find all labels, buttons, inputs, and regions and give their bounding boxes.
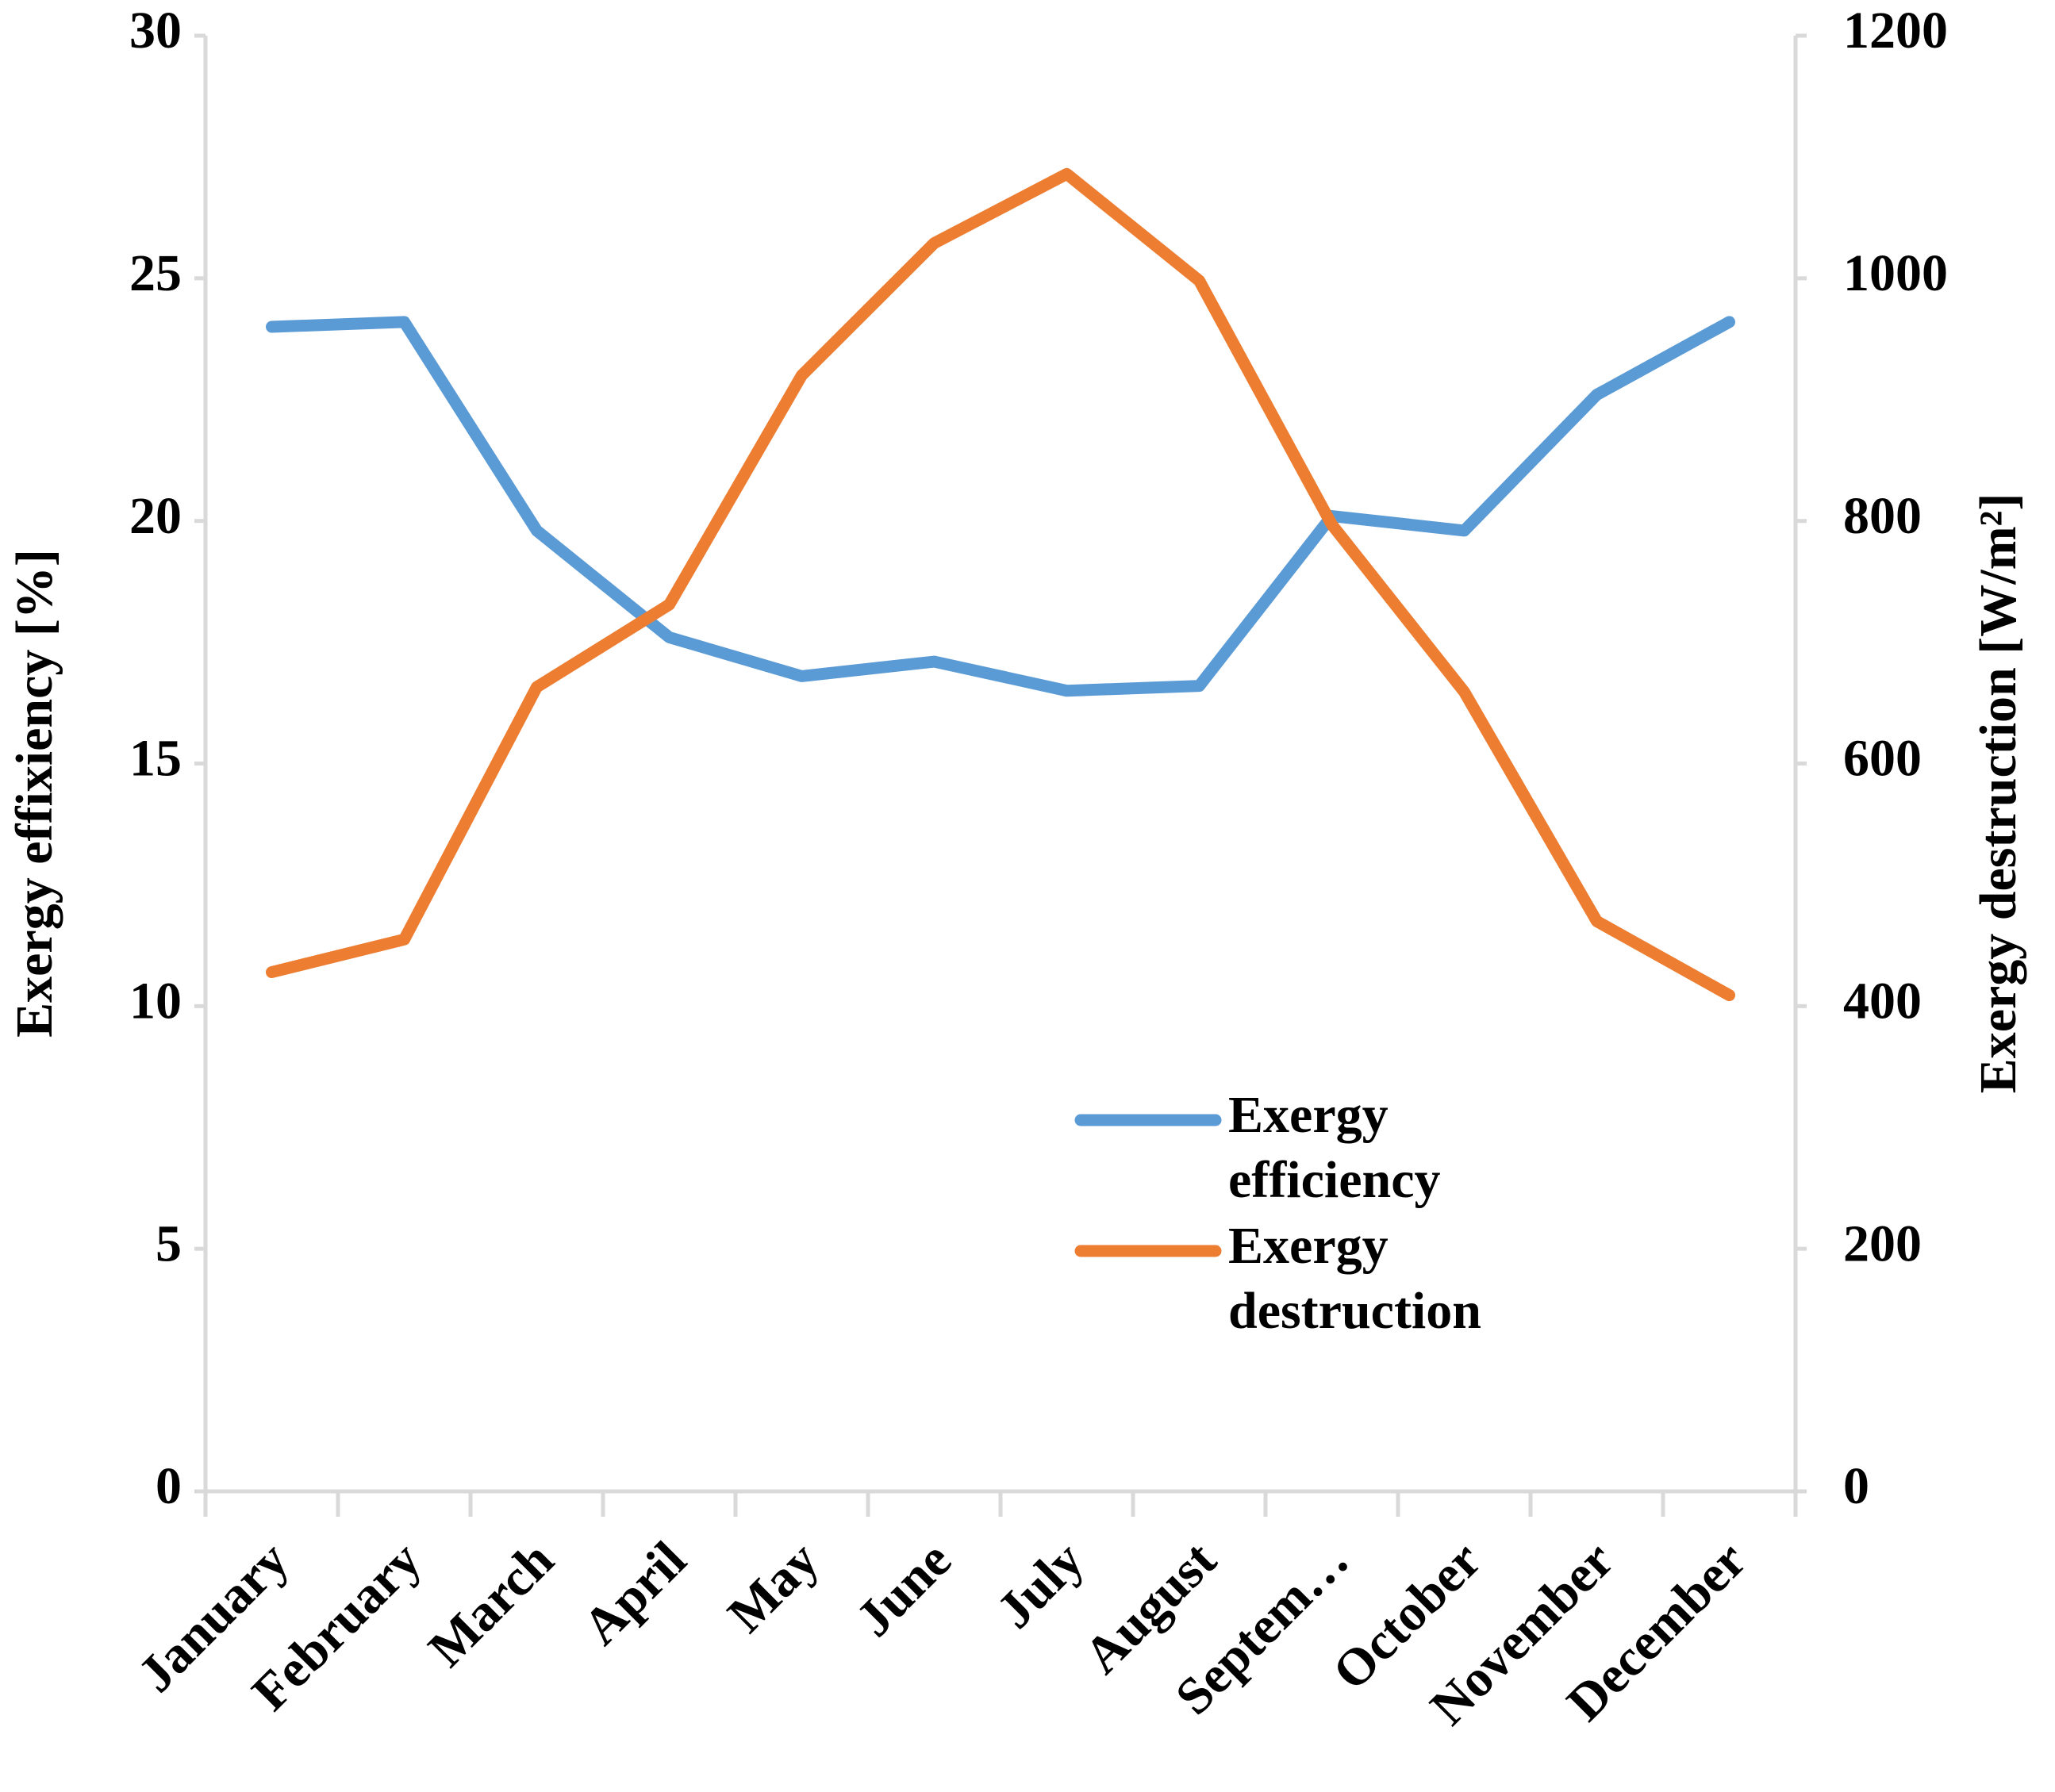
y-axis-label: Exergy effixiency [%]: [6, 549, 63, 1038]
y2-tick-label: 200: [1843, 1214, 1922, 1272]
y-tick-label: 10: [129, 972, 182, 1030]
y2-tick-label: 600: [1843, 730, 1922, 788]
x-tick-label: June: [845, 1531, 962, 1648]
y-tick-label: 20: [129, 487, 182, 545]
y-tick-label: 30: [129, 2, 182, 59]
y2-axis-label: Exergy destruction [W/m²]: [1969, 493, 2027, 1094]
x-tick-label: July: [986, 1531, 1095, 1640]
y-tick-label: 5: [156, 1214, 182, 1272]
y2-tick-label: 0: [1843, 1457, 1869, 1515]
y2-tick-label: 400: [1843, 972, 1922, 1030]
series-line: [266, 316, 1735, 697]
y-tick-label: 0: [156, 1457, 182, 1515]
series-line: [266, 167, 1735, 1002]
y2-tick-label: 800: [1843, 487, 1922, 545]
y-tick-label: 15: [129, 730, 182, 788]
x-tick-label: May: [716, 1531, 829, 1644]
legend-label: Exergy efficiency: [1228, 1086, 1441, 1209]
x-tick-label: April: [572, 1531, 697, 1656]
y2-tick-label: 1200: [1843, 2, 1948, 59]
legend-label: Exergy destruction: [1228, 1217, 1481, 1340]
x-tick-label: March: [417, 1531, 565, 1679]
y-tick-label: 25: [129, 244, 182, 302]
y2-tick-label: 1000: [1843, 244, 1948, 302]
